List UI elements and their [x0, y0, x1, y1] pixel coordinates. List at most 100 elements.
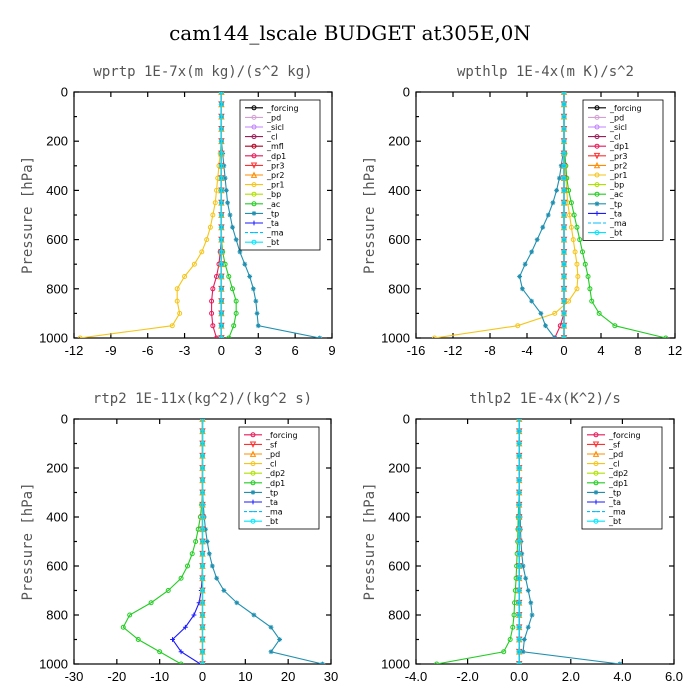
legend-label: _bt	[608, 517, 621, 526]
data-point	[511, 612, 517, 618]
data-point	[200, 526, 205, 532]
data-point	[561, 298, 567, 304]
data-point	[218, 151, 224, 156]
legend-label: _ma	[265, 508, 283, 517]
data-point	[516, 600, 522, 606]
data-point	[200, 563, 205, 569]
legend-entry: _cl	[245, 133, 278, 142]
y-axis-label: Pressure [hPa]	[20, 482, 36, 600]
data-point	[566, 298, 572, 304]
data-point	[214, 335, 220, 338]
data-point	[135, 637, 141, 642]
y-tick-label: 1000	[39, 657, 68, 672]
data-point	[185, 563, 191, 569]
legend-entry: _pd	[245, 113, 281, 122]
x-tick-label: -4	[521, 343, 533, 358]
data-point	[218, 175, 224, 181]
data-point	[120, 624, 126, 630]
legend-label: _mfl	[266, 142, 284, 151]
data-point	[177, 310, 183, 316]
data-point	[191, 261, 197, 267]
legend-entry: _ma	[244, 508, 283, 517]
legend: _forcing_sf_pd_cl_dp2_dp1_tp_ta_ma_bt	[581, 426, 663, 530]
series-dp1	[120, 419, 205, 664]
data-point	[218, 114, 224, 120]
legend-marker	[249, 450, 257, 457]
data-point	[596, 310, 602, 316]
data-point	[174, 298, 180, 304]
data-point	[200, 477, 205, 483]
series-group	[432, 92, 669, 338]
legend-entry: _dp1	[244, 479, 285, 488]
legend-entry: _pr3	[245, 161, 284, 170]
data-point	[178, 575, 184, 581]
data-point	[522, 261, 528, 267]
legend-marker	[593, 490, 599, 495]
legend-entry: _forcing	[244, 431, 298, 440]
y-tick-label: 800	[388, 608, 410, 623]
legend-marker	[594, 201, 600, 207]
legend-marker	[594, 143, 600, 149]
series-pr1	[77, 92, 224, 338]
data-point	[218, 274, 224, 279]
data-point	[501, 649, 507, 655]
legend-label: _pd	[609, 113, 624, 122]
legend-marker	[594, 114, 600, 120]
x-tick-label: -12	[444, 343, 463, 358]
data-point	[234, 600, 240, 606]
data-point	[174, 286, 180, 292]
data-point	[233, 298, 239, 304]
legend-marker	[250, 162, 258, 169]
data-point	[525, 624, 531, 630]
data-point	[520, 563, 526, 569]
legend-label: _dp1	[265, 479, 285, 488]
data-point	[663, 335, 669, 338]
legend-entry: _ta	[588, 209, 622, 218]
legend-label: _forcing	[609, 104, 642, 113]
legend-marker	[251, 153, 257, 159]
legend-entry: _ta	[587, 498, 621, 507]
data-point	[516, 419, 522, 422]
data-point	[434, 661, 440, 664]
y-axis-label: Pressure [hPa]	[362, 482, 378, 600]
data-point	[203, 526, 208, 532]
legend-entry: _pr3	[588, 152, 627, 161]
data-point	[575, 274, 581, 279]
legend-entry: _dp1	[587, 479, 628, 488]
data-point	[251, 612, 257, 618]
legend-marker	[594, 191, 600, 197]
legend-entry: _pr1	[588, 171, 627, 180]
data-point	[516, 624, 522, 630]
data-point	[571, 212, 577, 218]
data-point	[519, 551, 525, 557]
data-point	[218, 187, 224, 193]
data-point	[561, 175, 567, 181]
data-point	[165, 588, 171, 593]
legend-marker	[593, 499, 599, 505]
legend-entry: _pr2	[588, 161, 627, 170]
legend-label: _pr2	[266, 171, 284, 180]
data-point	[218, 138, 224, 144]
y-tick-label: 200	[46, 134, 68, 149]
y-axis-label: Pressure [hPa]	[362, 156, 378, 274]
legend-label: _sf	[608, 440, 620, 449]
data-point	[552, 335, 558, 338]
data-point	[516, 514, 522, 520]
data-point	[242, 261, 248, 267]
x-tick-label: -2.0	[456, 669, 478, 684]
x-tick-label: -30	[65, 669, 84, 684]
x-tick-label: 6	[292, 343, 299, 358]
data-point	[574, 261, 580, 267]
legend-marker	[251, 143, 257, 149]
data-point	[516, 588, 522, 593]
data-point	[574, 286, 580, 292]
data-point	[558, 163, 564, 169]
legend-label: _tp	[266, 209, 279, 218]
data-point	[525, 588, 531, 593]
legend-marker	[250, 499, 256, 505]
legend-label: _dp1	[608, 479, 628, 488]
data-point	[561, 261, 567, 267]
x-tick-label: 9	[328, 343, 335, 358]
data-point	[227, 212, 233, 218]
legend-marker	[251, 239, 257, 245]
